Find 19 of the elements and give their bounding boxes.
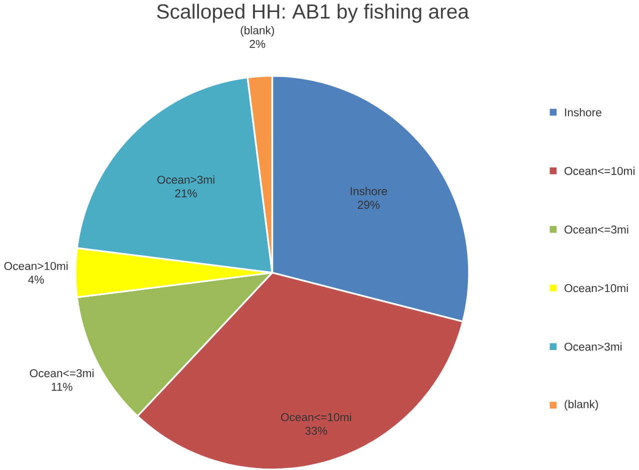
data-label: 33% <box>305 426 328 435</box>
data-label: 2% <box>250 40 266 48</box>
slice-label: (blank) <box>240 26 274 36</box>
data-label: 4% <box>28 276 44 284</box>
slice-label: Ocean>10mi <box>4 262 68 270</box>
slice-label: Ocean<=3mi <box>30 368 94 378</box>
slice-label: Inshore <box>350 186 388 196</box>
slice-label: Ocean<=10mi <box>281 412 351 422</box>
legend-label: Ocean<=10mi <box>564 166 634 175</box>
data-label: 29% <box>358 200 380 209</box>
legend-label: Ocean>10mi <box>564 284 628 292</box>
legend-label: Ocean<=3mi <box>564 225 628 234</box>
legend-label: Inshore <box>565 108 602 116</box>
data-label: 21% <box>175 189 197 198</box>
legend-label: (blank) <box>564 400 598 410</box>
slice-label: Ocean>3mi <box>157 175 214 184</box>
chart-title: Scalloped HH: AB1 by fishing area <box>157 4 470 23</box>
legend-label: Ocean>3mi <box>564 342 622 351</box>
data-label: 11% <box>52 382 72 391</box>
